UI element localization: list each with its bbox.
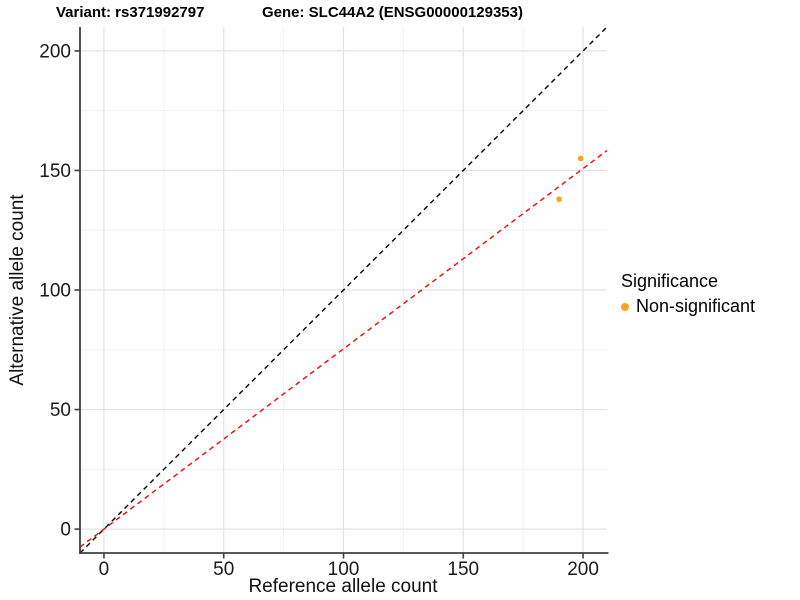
y-tick-label: 100 [39, 281, 71, 302]
y-tick-label: 200 [39, 41, 71, 62]
data-point [556, 196, 562, 202]
y-tick-label: 50 [50, 400, 71, 421]
x-tick-label: 0 [99, 559, 110, 580]
x-axis-title: Reference allele count [248, 576, 438, 597]
identity-line [79, 26, 608, 554]
legend-title: Significance [621, 271, 719, 291]
x-tick-label: 100 [328, 559, 360, 580]
x-tick-label: 150 [447, 559, 479, 580]
legend-item-non-significant: Non-significant [621, 296, 755, 317]
data-point [577, 155, 584, 162]
x-tick-label: 200 [567, 559, 599, 580]
legend: Significance Non-significant [621, 271, 755, 317]
fit-line [79, 149, 608, 548]
y-axis-title: Alternative allele count [7, 194, 28, 386]
y-tick-label: 150 [39, 161, 71, 182]
plot-title-variant: Variant: rs371992797 [56, 4, 205, 21]
legend-point-icon [621, 302, 629, 311]
y-tick-label: 0 [60, 520, 71, 541]
plot-title-gene: Gene: SLC44A2 (ENSG00000129353) [262, 4, 523, 21]
x-tick-label: 50 [213, 559, 234, 580]
legend-item-label: Non-significant [636, 296, 756, 316]
